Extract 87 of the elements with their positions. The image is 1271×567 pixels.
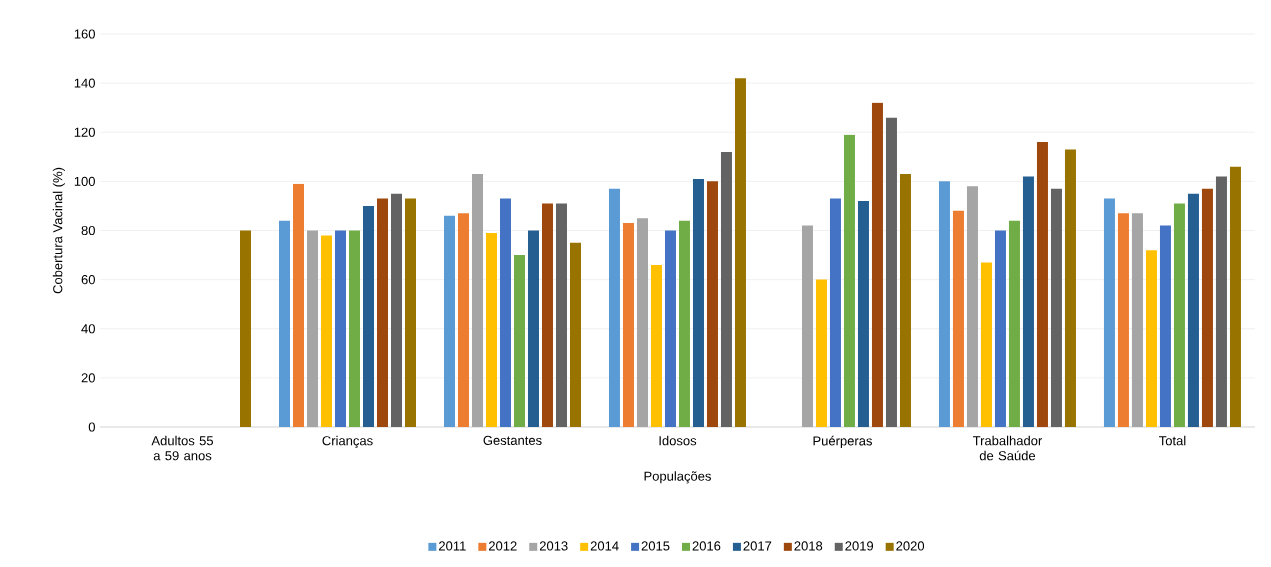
bar (485, 232, 497, 427)
legend-label: 2020 (896, 541, 925, 551)
bar (801, 225, 813, 427)
bar (457, 213, 469, 427)
bar (636, 218, 648, 427)
bar (555, 203, 567, 427)
y-tick-label: 0 (88, 422, 95, 432)
legend-label: 2016 (692, 541, 721, 551)
bar (1008, 220, 1020, 427)
bar (391, 193, 402, 427)
bar (1201, 188, 1213, 427)
bar (541, 203, 553, 427)
legend-label: 2019 (845, 541, 874, 551)
bar (471, 174, 483, 427)
bar (994, 230, 1006, 427)
bar (513, 255, 525, 427)
x-tick-label: Total (1159, 435, 1186, 446)
bar (706, 181, 718, 427)
bar (1173, 203, 1185, 427)
bar (1229, 166, 1241, 427)
legend-label: 2014 (590, 541, 619, 551)
bar (829, 198, 841, 427)
legend-label: 2018 (794, 541, 823, 551)
bar (499, 198, 511, 427)
bar (843, 134, 855, 427)
y-tick-label: 120 (74, 127, 95, 137)
bar (569, 242, 581, 427)
x-tick-label: Trabalhador de Saúde (972, 435, 1043, 461)
x-tick-label: Idosos (659, 435, 697, 446)
bar (608, 188, 620, 427)
bar (720, 151, 732, 427)
bar (349, 230, 360, 427)
y-tick-label: 20 (81, 373, 95, 383)
x-tick-label: Crianças (322, 435, 373, 448)
bar (885, 117, 897, 427)
bar (321, 235, 332, 427)
bar (980, 262, 992, 427)
x-tick-label: Puérperas (813, 435, 872, 449)
bar (1131, 213, 1143, 427)
y-tick-label: 80 (81, 225, 95, 236)
bar (307, 230, 318, 427)
bar (335, 230, 346, 427)
x-axis-title: Populações (644, 471, 711, 484)
legend-label: 2012 (488, 541, 517, 551)
bar (815, 279, 827, 427)
y-tick-label: 160 (74, 29, 95, 39)
bar (938, 181, 950, 427)
bar (952, 210, 964, 427)
bar (1159, 225, 1171, 427)
bar (1050, 188, 1062, 427)
bar (240, 230, 252, 427)
bar (1036, 142, 1048, 427)
bar (692, 178, 704, 427)
bar (650, 264, 662, 427)
bar (405, 198, 416, 427)
bar (1103, 198, 1115, 427)
bar (1117, 213, 1129, 427)
bar (279, 220, 290, 427)
legend-label: 2015 (641, 541, 670, 551)
bar (664, 230, 676, 427)
bar (871, 102, 883, 427)
bar (899, 174, 911, 427)
bar (1145, 250, 1157, 427)
y-tick-label: 40 (81, 324, 95, 334)
y-tick-label: 60 (81, 275, 95, 285)
bar (622, 223, 634, 427)
bar (377, 198, 388, 427)
bar (857, 201, 869, 427)
bar (1215, 176, 1227, 427)
legend-label: 2013 (539, 541, 568, 551)
legend-label: 2017 (743, 541, 772, 551)
bar (678, 220, 690, 427)
bar (363, 205, 374, 427)
x-tick-label: Gestantes (483, 435, 542, 445)
bar (1022, 176, 1034, 427)
bar (443, 215, 455, 427)
bar (1064, 149, 1076, 427)
bar (527, 230, 539, 427)
bar (966, 186, 978, 427)
x-tick-label: Adultos 55 a 59 anos (151, 435, 214, 461)
legend-label: 2011 (439, 541, 466, 551)
y-tick-label: 140 (74, 78, 95, 88)
y-axis-title: Cobertura Vacinal (%) (52, 167, 65, 294)
bar (1187, 193, 1199, 427)
bar (734, 78, 746, 427)
bar (293, 183, 304, 427)
y-tick-label: 100 (74, 176, 95, 186)
